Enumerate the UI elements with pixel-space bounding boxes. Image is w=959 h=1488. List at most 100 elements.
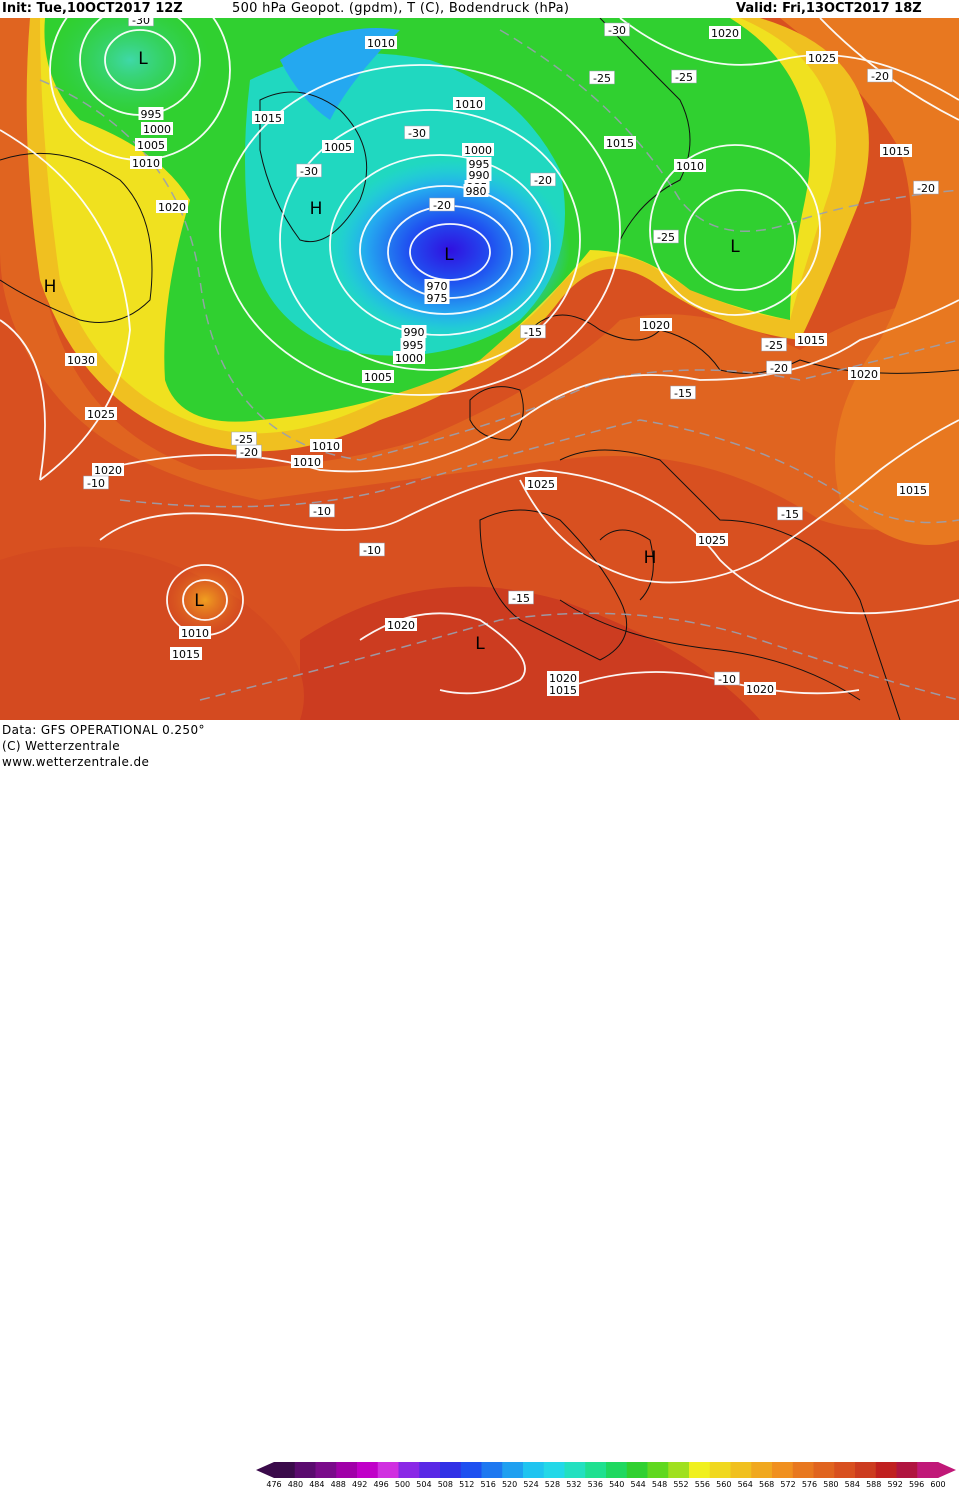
svg-text:-25: -25 — [765, 339, 783, 352]
colorbar-segment — [502, 1462, 524, 1478]
svg-text:995: 995 — [403, 339, 424, 352]
colorbar-tick-label: 488 — [331, 1480, 346, 1488]
svg-text:1020: 1020 — [94, 464, 122, 477]
colorbar-segment — [875, 1462, 897, 1478]
colorbar-tick-label: 480 — [288, 1480, 303, 1488]
colorbar-right-arrow — [938, 1462, 956, 1478]
svg-text:-30: -30 — [408, 127, 426, 140]
isotherm-label: -30 — [404, 125, 430, 140]
colorbar-segment — [709, 1462, 731, 1478]
svg-text:1015: 1015 — [606, 137, 634, 150]
isotherm-label: -15 — [520, 324, 546, 339]
isobar-label: 1000 — [462, 143, 494, 157]
svg-text:1025: 1025 — [808, 52, 836, 65]
colorbar-segment — [647, 1462, 669, 1478]
svg-text:1020: 1020 — [850, 368, 878, 381]
svg-text:1010: 1010 — [367, 37, 395, 50]
svg-text:-10: -10 — [718, 673, 736, 686]
copyright: (C) Wetterzentrale — [2, 739, 121, 753]
isotherm-label: -25 — [231, 431, 257, 446]
init-time: Init: Tue,10OCT2017 12Z — [2, 1, 183, 16]
svg-text:995: 995 — [469, 158, 490, 171]
colorbar-segment — [274, 1462, 296, 1478]
colorbar-tick-label: 520 — [502, 1480, 517, 1488]
isotherms — [39, 29, 959, 701]
svg-text:-25: -25 — [675, 71, 693, 84]
isobar-label: 1010 — [179, 626, 211, 640]
colorbar-segment — [460, 1462, 482, 1478]
colorbar-segment — [523, 1462, 545, 1478]
svg-text:1025: 1025 — [527, 478, 555, 491]
svg-text:1005: 1005 — [137, 139, 165, 152]
isobar-label: 1005 — [362, 370, 394, 384]
colorbar-tick-label: 508 — [438, 1480, 453, 1488]
colorbar-tick-label: 512 — [459, 1480, 474, 1488]
isobar-label: 975 — [424, 291, 450, 305]
svg-text:-10: -10 — [313, 505, 331, 518]
colorbar-tick-label: 536 — [588, 1480, 603, 1488]
blue-trough — [280, 28, 400, 120]
low-pressure-center: L — [730, 237, 740, 257]
isobar-label: 1020 — [709, 26, 741, 40]
svg-text:1015: 1015 — [549, 684, 577, 697]
isotherm-label: -10 — [309, 503, 335, 518]
colorbar-tick-label: 524 — [523, 1480, 538, 1488]
isobar-label: 1015 — [252, 111, 284, 125]
isobar-label: 1000 — [141, 122, 173, 136]
svg-text:1000: 1000 — [143, 123, 171, 136]
isotherm-label: -15 — [670, 385, 696, 400]
isobar-label: 1010 — [674, 159, 706, 173]
isobar-label: 1015 — [880, 144, 912, 158]
svg-text:975: 975 — [427, 292, 448, 305]
isobar-label: 1025 — [806, 51, 838, 65]
svg-text:1005: 1005 — [364, 371, 392, 384]
isobar-label: 1020 — [848, 367, 880, 381]
svg-text:-20: -20 — [871, 70, 889, 83]
svg-text:1020: 1020 — [549, 672, 577, 685]
isotherm-label: -25 — [671, 69, 697, 84]
svg-text:-30: -30 — [132, 18, 150, 27]
colorbar-segment — [917, 1462, 939, 1478]
isotherm-label: -30 — [296, 163, 322, 178]
isobar-label: 1010 — [291, 455, 323, 469]
colorbar-tick-label: 556 — [695, 1480, 710, 1488]
colorbar-tick-label: 516 — [481, 1480, 496, 1488]
svg-text:990: 990 — [469, 169, 490, 182]
isobar-label: 1030 — [65, 353, 97, 367]
svg-text:-20: -20 — [534, 174, 552, 187]
svg-text:-15: -15 — [781, 508, 799, 521]
isobar-label: 1010 — [365, 36, 397, 50]
colorbar-segment — [772, 1462, 794, 1478]
colorbar-tick-label: 528 — [545, 1480, 560, 1488]
chart-title: 500 hPa Geopot. (gpdm), T (C), Bodendruc… — [232, 1, 570, 16]
svg-text:1010: 1010 — [312, 440, 340, 453]
colorbar-segment — [606, 1462, 628, 1478]
svg-text:1025: 1025 — [698, 534, 726, 547]
colorbar-segment — [585, 1462, 607, 1478]
isobar-label: 1015 — [795, 333, 827, 347]
isotherm-label: -10 — [359, 542, 385, 557]
orange-band-east — [780, 18, 959, 545]
svg-text:1015: 1015 — [254, 112, 282, 125]
high-pressure-center: H — [310, 199, 323, 219]
colorbar-segment — [440, 1462, 462, 1478]
colorbar-tick-label: 544 — [630, 1480, 645, 1488]
isobar-label: 995 — [466, 157, 492, 171]
isotherm-label: -10 — [83, 475, 109, 490]
chart-footer: Data: GFS OPERATIONAL 0.250° (C) Wetterz… — [0, 720, 959, 1488]
isotherm-label: -10 — [714, 671, 740, 686]
isobar-label: 990 — [401, 325, 427, 339]
colorbar-tick-label: 600 — [930, 1480, 945, 1488]
isobar-label: 1005 — [322, 140, 354, 154]
isotherm-label: -25 — [653, 229, 679, 244]
isotherm-label: -20 — [766, 360, 792, 375]
svg-text:-20: -20 — [433, 199, 451, 212]
isobar-label: 1015 — [547, 683, 579, 697]
isobar-label: 970 — [424, 279, 450, 293]
colorbar-segment — [294, 1462, 316, 1478]
svg-text:1030: 1030 — [67, 354, 95, 367]
high-pressure-center: H — [44, 277, 57, 297]
svg-text:-20: -20 — [240, 446, 258, 459]
isotherm-label: -30 — [128, 18, 154, 27]
svg-text:-25: -25 — [657, 231, 675, 244]
